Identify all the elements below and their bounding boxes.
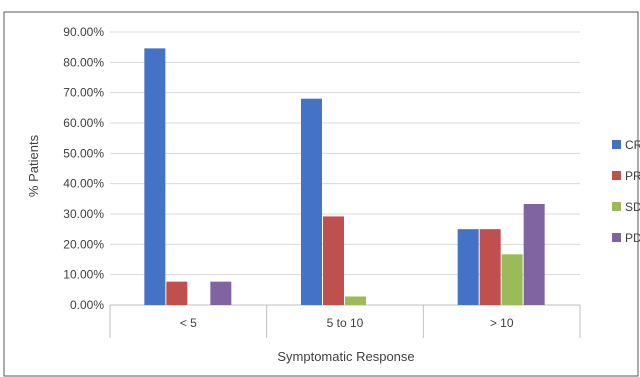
y-tick-label: 60.00%	[63, 116, 104, 130]
bar-cr	[457, 229, 479, 305]
legend-label-pr: PR	[625, 169, 640, 183]
y-tick-label: 50.00%	[63, 146, 104, 160]
y-tick-label: 40.00%	[63, 177, 104, 191]
y-tick-label: 30.00%	[63, 207, 104, 221]
legend-label-cr: CR	[625, 138, 640, 152]
y-tick-label: 10.00%	[63, 268, 104, 282]
bar-pr	[323, 216, 344, 305]
y-tick-label: 0.00%	[70, 298, 104, 312]
bar-pr	[479, 229, 501, 305]
bars	[144, 48, 545, 305]
legend-swatch-sd	[612, 202, 621, 211]
bar-cr	[301, 98, 322, 305]
legend-swatch-pr	[612, 171, 621, 180]
x-tick-label: < 5	[180, 316, 197, 330]
y-tick-label: 90.00%	[63, 25, 104, 39]
y-tick-label: 20.00%	[63, 237, 104, 251]
y-tick-label: 70.00%	[63, 86, 104, 100]
y-tick-label: 80.00%	[63, 55, 104, 69]
bar-sd	[345, 296, 366, 305]
legend-swatch-cr	[612, 140, 621, 149]
x-tick-label: > 10	[490, 316, 514, 330]
bar-pr	[166, 281, 188, 305]
tick-labels: 0.00% 10.00% 20.00% 30.00% 40.00% 50.00% 60.00…	[63, 25, 514, 330]
bar-sd	[501, 254, 523, 305]
y-axis-title: % Patients	[26, 134, 41, 197]
legend-label-pd: PD	[625, 231, 640, 245]
x-tick-label: 5 to 10	[327, 316, 364, 330]
bar-cr	[144, 48, 166, 305]
legend: CR PR SD PD	[612, 138, 640, 245]
x-axis-title: Symptomatic Response	[277, 349, 414, 364]
legend-label-sd: SD	[625, 200, 640, 214]
bar-pd	[210, 281, 232, 305]
bar-pd	[523, 203, 545, 305]
legend-swatch-pd	[612, 233, 621, 242]
